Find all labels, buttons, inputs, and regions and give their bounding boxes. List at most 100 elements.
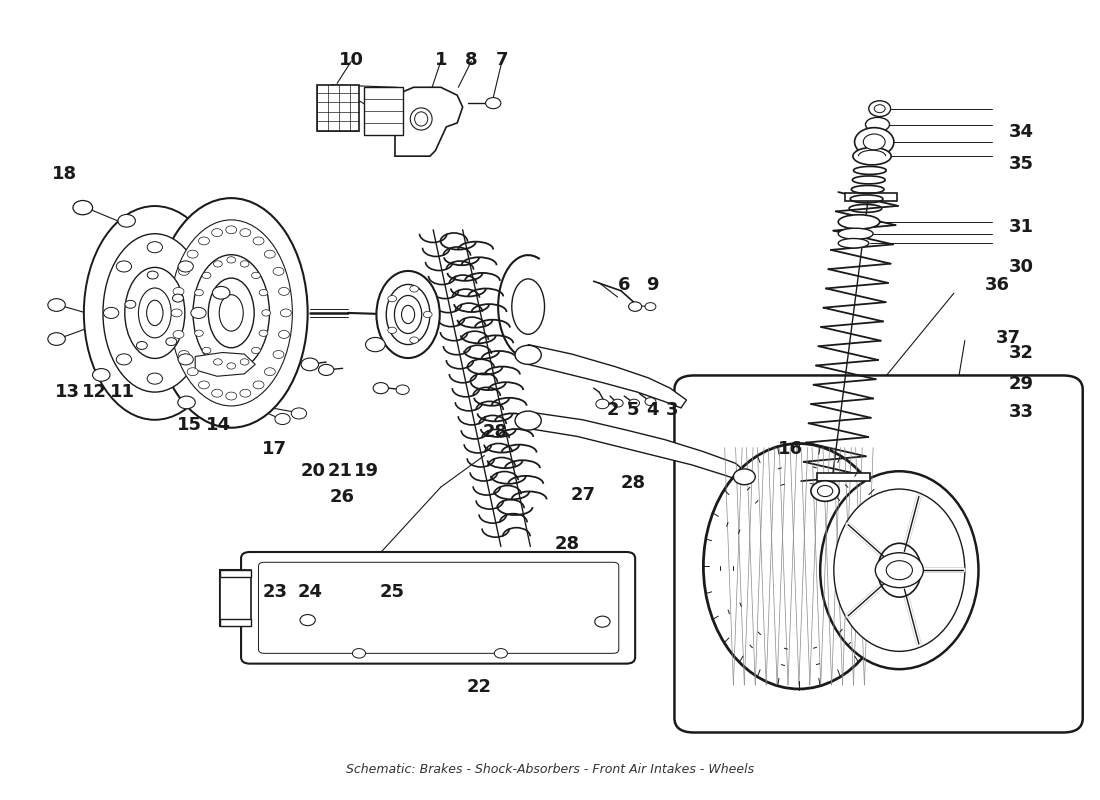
Text: 14: 14 (206, 416, 231, 434)
Circle shape (212, 286, 230, 299)
Circle shape (262, 310, 271, 316)
Circle shape (227, 257, 235, 263)
Circle shape (275, 414, 290, 425)
Ellipse shape (512, 279, 544, 334)
Circle shape (195, 290, 204, 296)
Circle shape (213, 261, 222, 267)
Circle shape (424, 311, 432, 318)
Polygon shape (528, 345, 686, 408)
Circle shape (202, 272, 211, 278)
Circle shape (147, 271, 158, 279)
Circle shape (198, 381, 209, 389)
Text: 22: 22 (466, 678, 492, 695)
Circle shape (260, 330, 268, 336)
Text: 33: 33 (1009, 403, 1034, 421)
Circle shape (273, 350, 284, 358)
Text: 10: 10 (339, 50, 364, 69)
Circle shape (300, 614, 316, 626)
Ellipse shape (155, 198, 308, 428)
Ellipse shape (376, 271, 440, 358)
Text: 34: 34 (1009, 123, 1034, 142)
Text: 19: 19 (354, 462, 379, 480)
Text: 13: 13 (55, 383, 80, 401)
Text: 23: 23 (263, 582, 287, 601)
Text: 24: 24 (297, 582, 322, 601)
Text: 2: 2 (607, 401, 619, 418)
Circle shape (118, 214, 135, 227)
Text: 16: 16 (778, 440, 803, 458)
Ellipse shape (103, 234, 207, 392)
Circle shape (240, 261, 249, 267)
Ellipse shape (410, 108, 432, 130)
FancyBboxPatch shape (674, 375, 1082, 733)
Bar (364, 87, 403, 134)
Text: 12: 12 (82, 383, 108, 401)
Circle shape (178, 267, 189, 275)
Polygon shape (395, 87, 463, 156)
Text: 11: 11 (110, 383, 134, 401)
Text: 5: 5 (627, 401, 639, 418)
Ellipse shape (395, 295, 421, 334)
Circle shape (515, 411, 541, 430)
Ellipse shape (208, 278, 254, 348)
Text: Schematic: Brakes - Shock-Absorbers - Front Air Intakes - Wheels: Schematic: Brakes - Shock-Absorbers - Fr… (345, 763, 755, 776)
Ellipse shape (192, 254, 270, 371)
Circle shape (226, 226, 236, 234)
Circle shape (117, 354, 132, 365)
Circle shape (202, 347, 211, 354)
Ellipse shape (415, 112, 428, 126)
Ellipse shape (838, 238, 869, 248)
Circle shape (811, 481, 839, 502)
Circle shape (628, 399, 639, 407)
Polygon shape (195, 353, 255, 376)
Text: 28: 28 (554, 535, 580, 553)
Circle shape (173, 330, 184, 338)
Circle shape (240, 358, 249, 365)
Circle shape (410, 337, 418, 343)
Circle shape (226, 392, 236, 400)
Ellipse shape (170, 220, 293, 406)
Circle shape (595, 616, 610, 627)
Circle shape (817, 486, 833, 497)
FancyBboxPatch shape (241, 552, 635, 664)
Circle shape (485, 98, 501, 109)
Text: 15: 15 (177, 416, 202, 434)
Text: 37: 37 (996, 330, 1021, 347)
Circle shape (73, 201, 92, 214)
Circle shape (260, 290, 268, 296)
Circle shape (264, 368, 275, 376)
Bar (845, 193, 898, 201)
Text: 7: 7 (496, 50, 508, 69)
Circle shape (292, 408, 307, 419)
Circle shape (628, 302, 641, 311)
Text: 26: 26 (330, 487, 355, 506)
Circle shape (596, 399, 609, 409)
Text: 1: 1 (434, 50, 447, 69)
Ellipse shape (838, 228, 873, 239)
Circle shape (187, 368, 198, 376)
Polygon shape (528, 412, 747, 481)
Text: 35: 35 (1009, 155, 1034, 173)
Circle shape (172, 309, 183, 317)
Ellipse shape (886, 553, 913, 587)
Circle shape (869, 101, 891, 117)
Circle shape (166, 338, 177, 346)
Circle shape (227, 362, 235, 369)
Ellipse shape (821, 471, 979, 669)
Circle shape (253, 381, 264, 389)
Circle shape (195, 330, 204, 336)
Circle shape (147, 373, 163, 384)
Bar (220, 570, 251, 626)
Text: 36: 36 (986, 276, 1010, 294)
Circle shape (734, 469, 756, 485)
Circle shape (178, 396, 196, 409)
Circle shape (876, 553, 923, 588)
Ellipse shape (834, 489, 965, 651)
Text: 18: 18 (52, 166, 77, 183)
Circle shape (198, 237, 209, 245)
Circle shape (864, 134, 886, 150)
Circle shape (396, 385, 409, 394)
Bar (220, 570, 251, 577)
Circle shape (278, 287, 289, 295)
Circle shape (373, 382, 388, 394)
